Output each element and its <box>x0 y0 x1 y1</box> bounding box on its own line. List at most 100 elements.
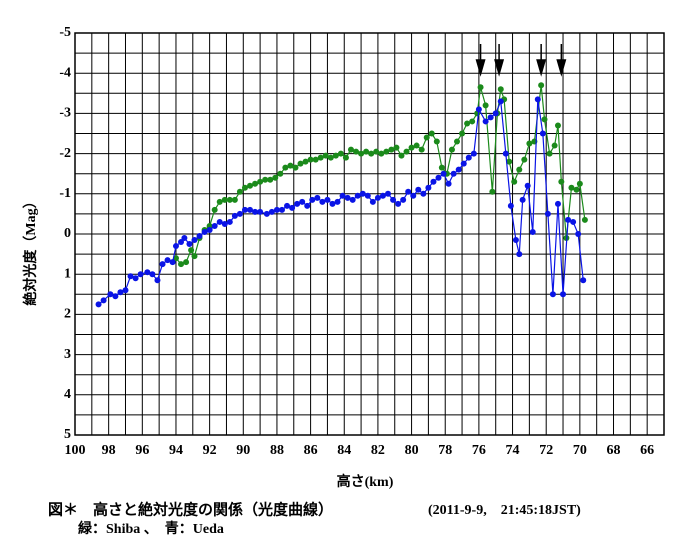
data-point <box>541 116 548 123</box>
data-point <box>231 212 238 219</box>
data-point <box>257 178 264 185</box>
data-point <box>359 190 366 197</box>
arrow <box>536 44 547 77</box>
data-point <box>236 210 243 217</box>
x-tick-label: 78 <box>438 443 452 458</box>
data-point <box>353 148 360 155</box>
data-point <box>273 206 280 213</box>
data-point <box>304 202 311 209</box>
data-point <box>201 228 208 235</box>
data-point <box>257 208 264 215</box>
data-point <box>516 166 523 173</box>
data-point <box>107 291 114 298</box>
data-point <box>454 138 461 145</box>
x-tick-label: 66 <box>640 443 654 458</box>
data-point <box>565 216 572 223</box>
data-point <box>312 156 319 163</box>
data-point <box>464 120 471 127</box>
data-point <box>344 194 351 201</box>
data-point <box>551 142 558 149</box>
data-point <box>492 110 499 117</box>
data-point <box>342 154 349 161</box>
data-point <box>575 231 582 237</box>
data-point <box>497 86 504 93</box>
data-point <box>181 235 188 242</box>
y-tick-label: 4 <box>64 387 71 402</box>
data-point <box>487 114 494 121</box>
data-point <box>211 206 218 213</box>
y-tick-label: 1 <box>64 266 71 281</box>
data-point <box>154 277 161 284</box>
data-point <box>178 239 185 246</box>
data-point <box>477 84 484 91</box>
data-point <box>425 184 432 191</box>
data-point <box>294 200 301 207</box>
data-point <box>539 130 546 137</box>
data-point <box>277 170 284 177</box>
x-tick-label: 68 <box>607 443 621 458</box>
data-point <box>282 164 289 171</box>
data-point <box>448 146 455 153</box>
data-point <box>408 144 415 151</box>
data-point <box>524 182 531 189</box>
data-point <box>413 142 420 149</box>
data-point <box>576 180 583 187</box>
data-point <box>538 82 545 89</box>
data-point <box>482 118 489 125</box>
data-point <box>172 243 179 250</box>
x-tick-label: 70 <box>573 443 587 458</box>
data-point <box>241 206 248 213</box>
data-point <box>450 170 457 177</box>
data-point <box>127 273 134 280</box>
y-tick-label: -4 <box>59 65 71 80</box>
data-point <box>334 198 341 205</box>
data-point <box>374 194 381 201</box>
data-point <box>390 196 397 203</box>
data-point <box>247 182 254 189</box>
data-point <box>398 152 405 159</box>
data-point <box>95 301 102 308</box>
data-point <box>440 170 447 177</box>
y-tick-label: 5 <box>64 427 71 442</box>
data-point <box>546 150 553 157</box>
data-point <box>169 259 176 266</box>
data-point <box>272 174 279 181</box>
data-point <box>329 200 336 207</box>
data-point <box>415 186 422 193</box>
data-point <box>388 146 395 153</box>
data-point <box>400 196 407 203</box>
data-point <box>368 150 375 157</box>
data-point <box>385 190 392 197</box>
data-point <box>511 178 518 185</box>
data-point <box>196 233 203 240</box>
arrow <box>556 44 567 77</box>
data-point <box>211 222 218 229</box>
data-point <box>100 297 107 304</box>
data-point <box>267 176 274 183</box>
caption-legend: 緑：Shiba 、 青：Ueda <box>78 520 224 537</box>
data-point <box>191 253 198 260</box>
data-point <box>502 150 509 157</box>
y-tick-label: -3 <box>59 106 71 121</box>
x-tick-label: 90 <box>236 443 250 458</box>
data-point <box>284 202 291 209</box>
caption-date: (2011-9-9, 21:45:18JST) <box>428 503 581 518</box>
data-point <box>117 289 124 296</box>
data-point <box>395 200 402 207</box>
data-point <box>433 138 440 145</box>
arrow <box>475 44 486 77</box>
data-point <box>497 98 504 105</box>
data-point <box>512 237 519 244</box>
data-point <box>418 146 425 153</box>
x-tick-label: 84 <box>337 443 351 458</box>
data-point <box>302 158 309 165</box>
data-point <box>558 178 565 185</box>
data-point <box>489 188 496 195</box>
plot-frame <box>74 32 665 436</box>
x-tick-label: 92 <box>203 443 217 458</box>
data-point <box>188 247 195 254</box>
data-point <box>460 160 467 167</box>
x-tick-label: 98 <box>102 443 116 458</box>
data-point <box>560 291 567 298</box>
caption: 図＊ 高さと絶対光度の関係（光度曲線） <box>48 500 333 518</box>
